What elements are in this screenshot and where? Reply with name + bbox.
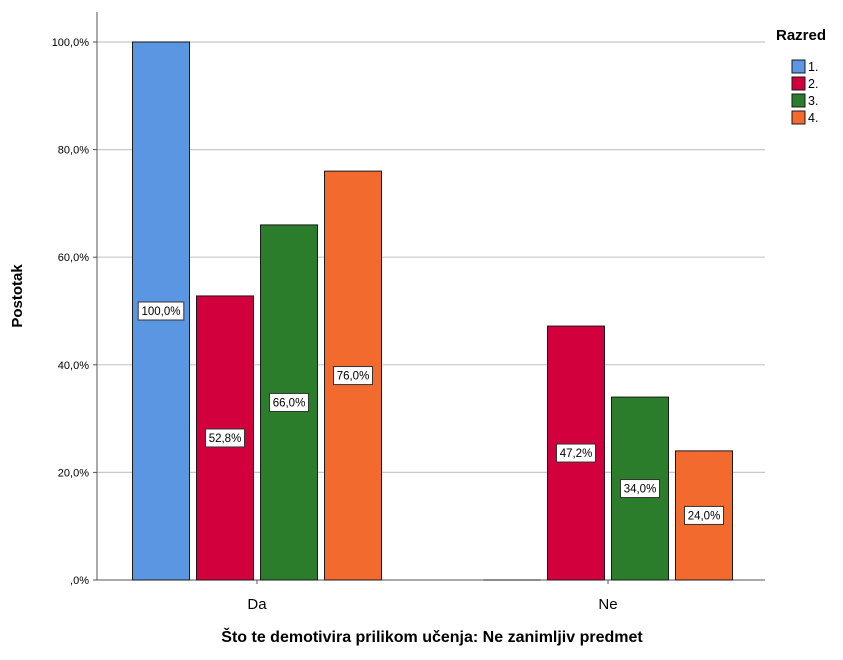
legend-swatch [791,76,806,91]
data-label: 24,0% [688,510,721,522]
legend-swatch [791,93,806,108]
legend-label: 3. [808,94,818,108]
data-label: 100,0% [141,306,180,318]
data-label: 66,0% [273,397,306,409]
data-label-box [620,479,660,499]
data-label-box [269,392,309,412]
legend-item: 3. [791,93,818,108]
y-axis-title: Postotak [9,264,26,328]
legend-label: 1. [808,60,818,74]
data-label-box [556,443,596,463]
legend-title: Razred [776,27,826,44]
data-label-box [333,366,373,386]
data-label-box [684,505,724,525]
data-label: 34,0% [624,484,657,496]
legend-label: 2. [808,77,818,91]
data-label: 76,0% [337,371,370,383]
data-label-box [137,301,185,321]
legend-swatch [791,59,806,74]
y-tick-label: 80,0% [58,145,89,157]
data-label: 52,8% [209,433,242,445]
x-axis-title: Što te demotivira prilikom učenja: Ne za… [221,627,643,646]
data-label: 47,2% [560,448,593,460]
legend: Razred 1. 2. 3. 4. [776,27,826,125]
x-tick-label: Da [247,596,267,613]
legend-items: 1. 2. 3. 4. [791,59,818,125]
bars [132,41,733,581]
y-tick-label: ,0% [70,575,89,587]
legend-item: 4. [791,110,818,125]
data-labels: 100,0% 52,8% 66,0% 76,0% 47,2% 34,0% 24,0% [137,301,724,525]
legend-label: 4. [808,111,818,125]
y-tick-label: 20,0% [58,467,89,479]
legend-item: 1. [791,59,818,74]
y-tick-label: 40,0% [58,360,89,372]
legend-item: 2. [791,76,818,91]
x-tick-label: Ne [598,596,617,613]
y-tick-label: 60,0% [58,252,89,264]
legend-swatch [791,110,806,125]
data-label-box [205,428,245,448]
y-tick-label: 100,0% [52,37,90,49]
